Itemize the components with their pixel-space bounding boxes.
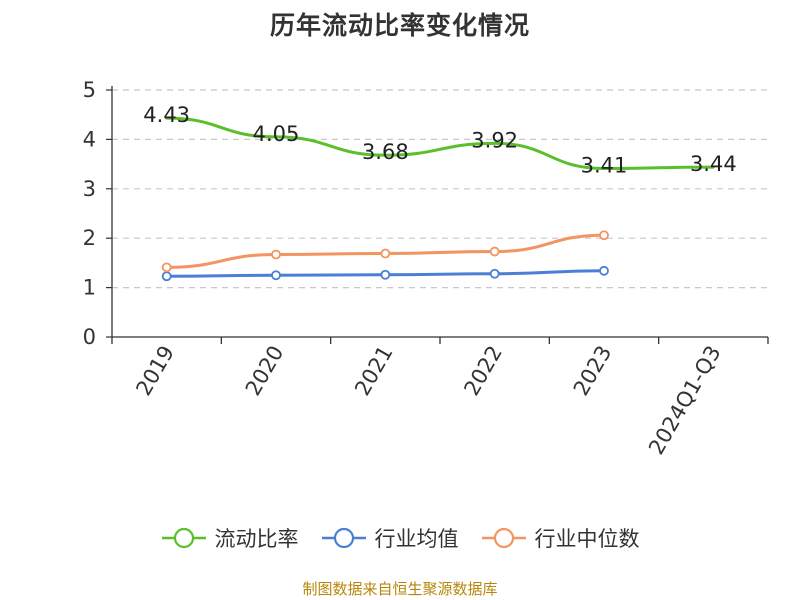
data-label: 4.05 [253, 122, 300, 146]
series-point-1 [380, 269, 391, 280]
data-label: 3.68 [362, 140, 409, 164]
y-tick-label: 3 [83, 177, 96, 201]
series-point-2 [380, 248, 391, 259]
legend-label: 行业中位数 [534, 527, 640, 551]
data-label: 3.44 [690, 152, 737, 176]
legend-marker-icon [321, 527, 366, 549]
y-tick-label: 0 [83, 325, 96, 349]
series-point-1 [161, 271, 172, 282]
x-tick-label: 2022 [459, 341, 507, 399]
legend-marker-icon [161, 527, 206, 549]
legend-label: 流动比率 [214, 527, 299, 551]
chart-title: 历年流动比率变化情况 [269, 11, 530, 40]
data-label: 3.41 [581, 154, 628, 178]
legend-item[interactable]: 行业中位数 [481, 523, 640, 553]
x-tick-label: 2021 [350, 342, 398, 400]
series-point-1 [489, 268, 500, 279]
legend-marker-icon [481, 527, 526, 549]
y-tick-label: 4 [83, 127, 96, 151]
series-point-2 [489, 246, 500, 257]
y-tick-label: 5 [83, 78, 96, 102]
y-tick-label: 2 [83, 226, 96, 250]
y-tick-label: 1 [83, 276, 96, 300]
data-label: 3.92 [471, 128, 518, 152]
series-point-1 [599, 265, 609, 276]
source-note: 制图数据来自恒生聚源数据库 [302, 580, 498, 598]
legend-label: 行业均值 [374, 527, 459, 551]
series-point-2 [271, 249, 281, 260]
series-point-2 [161, 262, 172, 273]
x-tick-label: 2023 [569, 342, 617, 400]
x-tick-label: 2020 [241, 342, 289, 400]
x-tick-label: 2019 [131, 342, 179, 400]
legend-item[interactable]: 流动比率 [161, 523, 299, 553]
x-tick-label: 2024Q1-Q3 [644, 342, 726, 459]
series-line-0 [165, 116, 715, 171]
chart-legend: 流动比率 行业均值 行业中位数 [0, 520, 800, 556]
data-label: 4.43 [143, 103, 190, 127]
legend-item[interactable]: 行业均值 [321, 523, 459, 553]
series-point-2 [599, 230, 609, 241]
series-point-1 [271, 270, 281, 281]
